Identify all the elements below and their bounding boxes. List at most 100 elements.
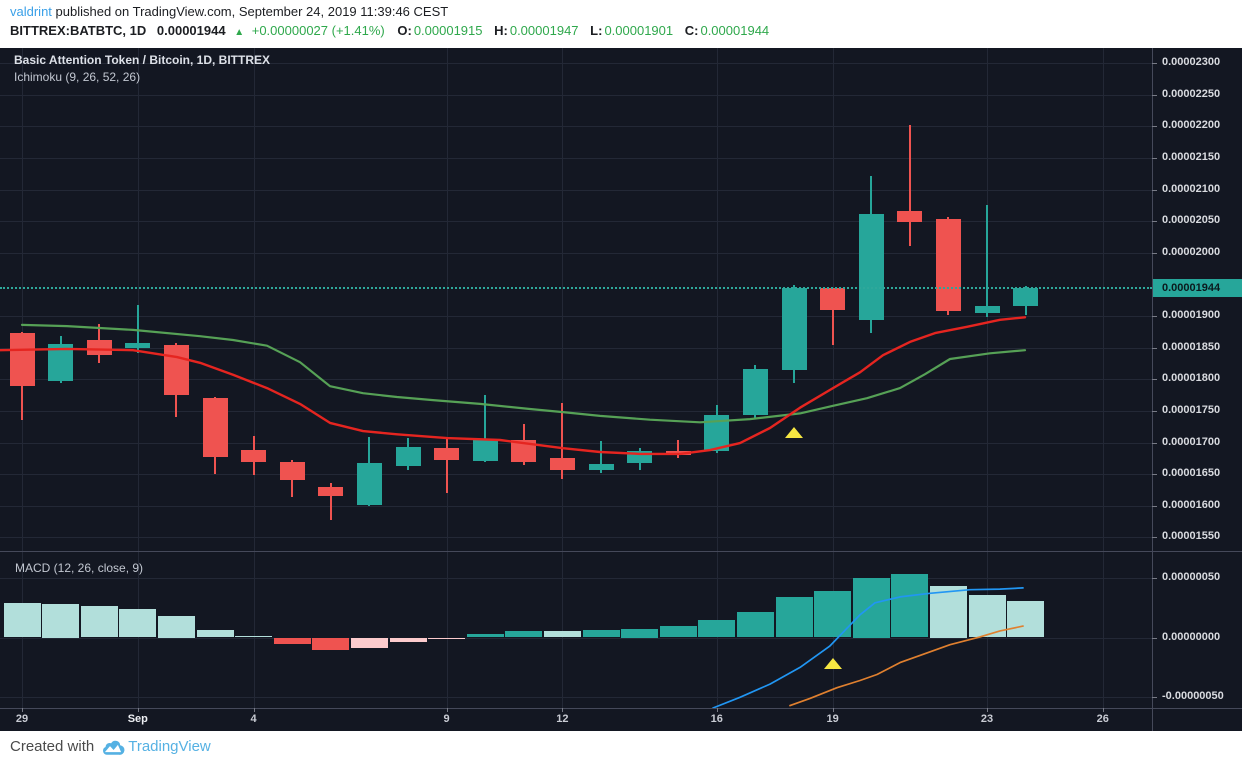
horizontal-gridline (0, 189, 1152, 191)
candle[interactable] (897, 211, 923, 222)
price-axis-border (1152, 48, 1153, 731)
horizontal-gridline (0, 94, 1152, 96)
macd-histogram-bar[interactable] (968, 595, 1006, 638)
price-axis-label: 0.00002100 (1162, 182, 1221, 195)
macd-histogram-bar[interactable] (852, 577, 890, 638)
macd-histogram-bar[interactable] (582, 630, 620, 638)
horizontal-gridline (0, 537, 1152, 539)
signal-marker-triangle (823, 658, 842, 670)
macd-histogram-bar[interactable] (466, 633, 504, 638)
candle[interactable] (318, 487, 344, 497)
vertical-gridline (446, 48, 448, 708)
price-axis-tick (1152, 63, 1157, 64)
time-axis-label: 29 (15, 713, 29, 725)
candle[interactable] (434, 448, 460, 461)
candle[interactable] (163, 345, 189, 396)
last-price-line (0, 287, 1152, 290)
price-axis-tick (1152, 94, 1157, 96)
candle[interactable] (665, 451, 691, 456)
candle[interactable] (704, 414, 730, 452)
macd-histogram-bar[interactable] (621, 628, 659, 638)
tradingview-brand-link[interactable]: TradingView (128, 738, 211, 755)
price-axis-tick (1152, 126, 1157, 128)
macd-histogram-bar[interactable] (505, 630, 543, 638)
horizontal-gridline (0, 474, 1152, 476)
horizontal-gridline (0, 157, 1152, 159)
macd-histogram-bar[interactable] (389, 637, 427, 643)
price-axis-label: 0.00001650 (1162, 467, 1221, 480)
macd-histogram-bar[interactable] (80, 606, 118, 638)
candle[interactable] (588, 464, 614, 471)
candle[interactable] (241, 450, 267, 463)
macd-histogram-bar[interactable] (196, 630, 234, 638)
candle[interactable] (935, 219, 961, 312)
ichimoku-red-line (0, 316, 1027, 456)
time-axis-tick (446, 708, 448, 712)
macd-histogram-bar[interactable] (659, 626, 697, 638)
publish-line: valdrint published on TradingView.com, S… (10, 4, 448, 19)
up-triangle-icon: ▲ (234, 27, 245, 38)
candle[interactable] (742, 369, 768, 415)
candle[interactable] (1013, 288, 1039, 307)
time-axis-tick (253, 708, 255, 712)
price-axis-label: 0.00002150 (1162, 150, 1221, 163)
price-axis-tick (1152, 474, 1157, 476)
macd-histogram-bar[interactable] (698, 620, 736, 638)
price-axis-tick (1152, 577, 1157, 579)
candle[interactable] (820, 288, 846, 311)
macd-histogram-bar[interactable] (119, 608, 157, 638)
macd-histogram-bar[interactable] (1007, 601, 1045, 638)
macd-histogram-bar[interactable] (428, 637, 466, 639)
macd-histogram-bar[interactable] (929, 585, 967, 638)
macd-histogram-bar[interactable] (312, 637, 350, 650)
macd-histogram-bar[interactable] (235, 635, 273, 638)
price-axis-label: 0.00002300 (1162, 56, 1221, 68)
horizontal-gridline (0, 697, 1152, 699)
publish-text: published on TradingView.com, September … (51, 4, 449, 19)
macd-histogram-bar[interactable] (543, 631, 581, 638)
candle[interactable] (125, 342, 151, 349)
candle[interactable] (472, 439, 498, 461)
candle[interactable] (9, 333, 35, 387)
macd-histogram-bar[interactable] (273, 637, 311, 645)
time-axis-tick (137, 708, 139, 712)
macd-histogram-bar[interactable] (350, 637, 388, 648)
candle[interactable] (511, 440, 537, 462)
candle[interactable] (395, 446, 421, 467)
candle[interactable] (627, 451, 653, 463)
macd-histogram-bar[interactable] (736, 611, 774, 638)
chart-area[interactable]: Basic Attention Token / Bitcoin, 1D, BIT… (0, 48, 1242, 731)
symbol-ohlc-line: BITTREX:BATBTC, 1D 0.00001944 ▲ +0.00000… (10, 23, 777, 38)
horizontal-gridline (0, 126, 1152, 128)
macd-histogram-bar[interactable] (891, 573, 929, 638)
macd-histogram-bar[interactable] (3, 602, 41, 638)
candle[interactable] (356, 463, 382, 506)
price-axis-tick (1152, 505, 1157, 507)
username-link[interactable]: valdrint (10, 4, 52, 19)
macd-histogram-bar[interactable] (157, 616, 195, 638)
candle[interactable] (781, 288, 807, 370)
time-axis-tick (22, 708, 23, 712)
horizontal-gridline (0, 442, 1152, 444)
macd-indicator-label: MACD (12, 26, close, 9) (15, 561, 144, 575)
last-price-value: 0.00001944 (156, 23, 226, 38)
macd-histogram-bar[interactable] (775, 596, 813, 638)
candle[interactable] (974, 305, 1000, 313)
candle[interactable] (202, 398, 228, 457)
candle[interactable] (549, 458, 575, 470)
macd-histogram-bar[interactable] (814, 590, 852, 638)
candle[interactable] (858, 213, 884, 320)
price-axis-label: 0.00000050 (1162, 570, 1221, 583)
candle[interactable] (48, 343, 74, 382)
candle-wick (908, 125, 911, 246)
macd-histogram-bar[interactable] (42, 604, 80, 638)
candle[interactable] (279, 461, 305, 480)
chart-title: Basic Attention Token / Bitcoin, 1D, BIT… (14, 53, 271, 67)
price-axis-tick (1152, 697, 1157, 699)
candle[interactable] (86, 340, 112, 356)
vertical-gridline (253, 48, 255, 708)
time-axis-tick (562, 708, 564, 712)
price-axis-label: 0.00002000 (1162, 245, 1221, 258)
price-axis-tick (1152, 252, 1157, 254)
